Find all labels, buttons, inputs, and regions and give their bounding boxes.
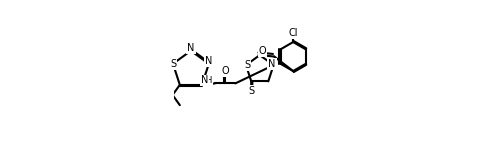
Text: N: N: [187, 43, 195, 53]
Text: S: S: [248, 86, 254, 96]
Text: O: O: [259, 46, 267, 56]
Text: Cl: Cl: [288, 28, 298, 38]
Text: S: S: [170, 59, 176, 69]
Text: S: S: [245, 60, 250, 70]
Text: H: H: [205, 76, 212, 85]
Text: N: N: [269, 59, 276, 69]
Text: N: N: [201, 76, 209, 86]
Text: N: N: [205, 56, 213, 66]
Text: O: O: [221, 66, 229, 76]
